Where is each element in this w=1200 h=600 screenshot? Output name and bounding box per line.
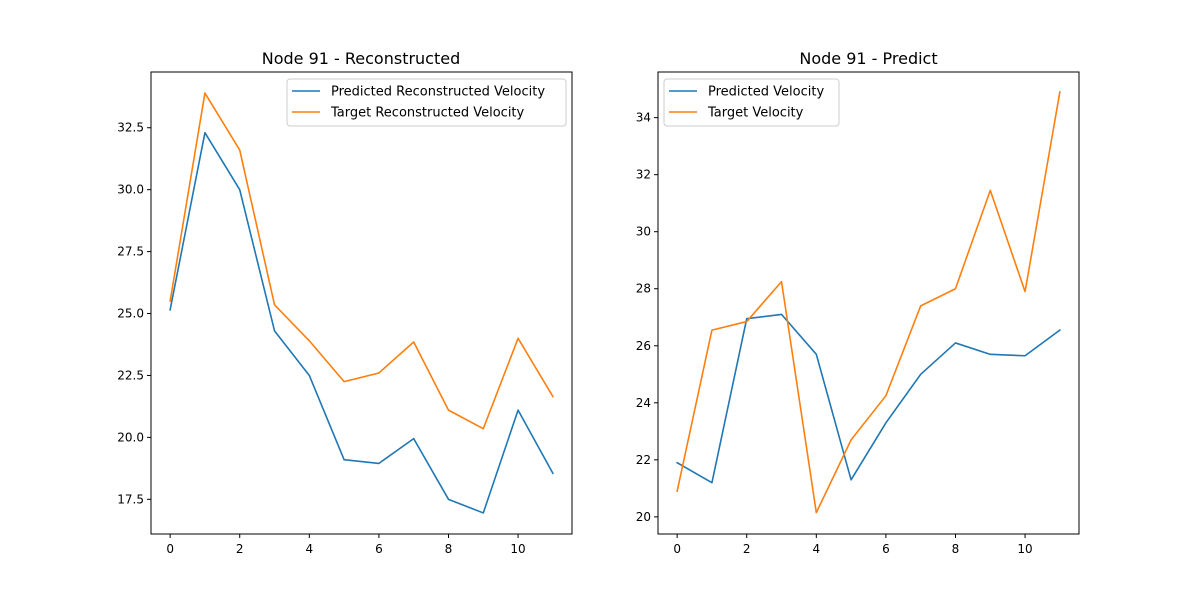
x-tick-label: 0 xyxy=(673,542,681,556)
legend-entry-0: Predicted Velocity xyxy=(708,85,824,100)
y-tick-label: 22 xyxy=(636,453,651,467)
x-tick-label: 10 xyxy=(510,542,525,556)
legend-entry-1: Target Velocity xyxy=(707,106,804,121)
axes-frame xyxy=(657,71,1080,535)
legend: Predicted Velocity Target Velocity xyxy=(663,78,840,127)
y-tick-label: 25.0 xyxy=(117,307,144,321)
x-tick-label: 6 xyxy=(375,542,383,556)
x-tick-label: 4 xyxy=(812,542,820,556)
y-tick-label: 32.5 xyxy=(117,121,144,135)
y-tick-label: 20 xyxy=(636,510,651,524)
x-tick-label: 10 xyxy=(1017,542,1032,556)
y-tick-label: 24 xyxy=(636,396,651,410)
x-tick-label: 0 xyxy=(166,542,174,556)
y-tick-label: 30.0 xyxy=(117,183,144,197)
y-tick-label: 30 xyxy=(636,225,651,239)
legend-entry-1: Target Reconstructed Velocity xyxy=(330,106,525,121)
y-tick-label: 27.5 xyxy=(117,245,144,259)
y-tick-label: 17.5 xyxy=(117,492,144,506)
chart-title: Node 91 - Reconstructed xyxy=(262,49,461,68)
chart-title: Node 91 - Predict xyxy=(799,49,937,68)
series-line-1 xyxy=(169,92,554,430)
y-tick-label: 26 xyxy=(636,339,651,353)
x-tick-label: 2 xyxy=(743,542,751,556)
x-tick-label: 6 xyxy=(882,542,890,556)
y-tick-label: 34 xyxy=(636,111,651,125)
chart-reconstructed: Node 91 - Reconstructed 0 2 4 6 8 10 17.5 20.0… xyxy=(117,49,573,556)
chart-predict: Node 91 - Predict 0 2 4 6 8 10 20222426283032… xyxy=(636,49,1080,556)
x-tick-label: 2 xyxy=(236,542,244,556)
y-tick-label: 32 xyxy=(636,168,651,182)
legend-box xyxy=(663,78,840,127)
x-tick-label: 8 xyxy=(952,542,960,556)
series-line-0 xyxy=(676,313,1061,484)
x-tick-label: 8 xyxy=(445,542,453,556)
series-line-0 xyxy=(169,131,554,514)
legend-entry-0: Predicted Reconstructed Velocity xyxy=(331,85,545,100)
y-tick-label: 20.0 xyxy=(117,430,144,444)
legend-box xyxy=(286,78,567,127)
axes-frame xyxy=(150,71,573,535)
legend: Predicted Reconstructed Velocity Target R… xyxy=(286,78,567,127)
y-tick-label: 28 xyxy=(636,282,651,296)
x-tick-label: 4 xyxy=(305,542,313,556)
series-line-1 xyxy=(676,91,1061,514)
y-tick-label: 22.5 xyxy=(117,368,144,382)
